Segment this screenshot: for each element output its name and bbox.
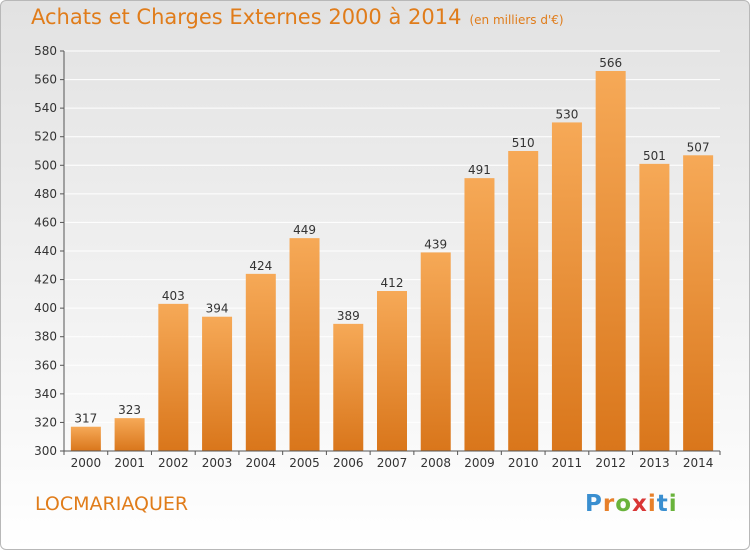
bar: [333, 323, 364, 451]
logo-letter: o: [615, 491, 633, 517]
bar: [114, 418, 145, 451]
y-tick-label: 420: [34, 273, 57, 287]
data-label: 501: [643, 149, 666, 163]
data-label: 507: [687, 140, 710, 154]
x-tick-label: 2004: [246, 456, 277, 470]
x-tick-label: 2013: [639, 456, 670, 470]
data-label: 394: [206, 302, 229, 316]
y-tick-label: 360: [34, 358, 57, 372]
bar: [70, 426, 101, 451]
bar: [508, 151, 539, 451]
y-tick-label: 540: [34, 101, 57, 115]
data-label: 439: [424, 237, 447, 251]
chart-subtitle: (en milliers d'€): [469, 13, 564, 27]
x-tick-label: 2011: [552, 456, 583, 470]
x-tick-label: 2012: [595, 456, 626, 470]
logo-letter: i: [647, 491, 657, 517]
y-axis-ticks: 300 320 340 360 380 400 420 440 460 480 500 520 540 5…: [34, 44, 64, 458]
bar: [289, 238, 320, 451]
logo-letter: r: [602, 491, 616, 517]
y-tick-label: 300: [34, 444, 57, 458]
y-tick-label: 440: [34, 244, 57, 258]
x-tick-label: 2008: [420, 456, 451, 470]
y-tick-label: 380: [34, 330, 57, 344]
bar: [420, 252, 451, 451]
y-tick-label: 320: [34, 415, 57, 429]
data-label: 530: [555, 107, 578, 121]
proxiti-logo[interactable]: Proxiti: [585, 491, 678, 517]
y-tick-label: 460: [34, 215, 57, 229]
x-tick-label: 2005: [289, 456, 320, 470]
x-tick-label: 2000: [71, 456, 102, 470]
bar: [595, 71, 626, 451]
city-name: LOCMARIAQUER: [35, 493, 189, 515]
data-label: 449: [293, 223, 316, 237]
data-label: 323: [118, 403, 141, 417]
logo-letter: P: [585, 491, 603, 517]
logo-letter: i: [668, 491, 678, 517]
data-label: 510: [512, 136, 535, 150]
x-tick-label: 2006: [333, 456, 364, 470]
y-tick-label: 400: [34, 301, 57, 315]
bar: [639, 163, 670, 451]
y-tick-label: 520: [34, 130, 57, 144]
chart-title-text: Achats et Charges Externes 2000 à 2014: [31, 5, 462, 29]
x-tick-label: 2002: [158, 456, 189, 470]
x-tick-label: 2001: [114, 456, 145, 470]
data-label: 389: [337, 309, 360, 323]
bar: [683, 155, 714, 452]
bar: [245, 273, 276, 451]
x-tick-label: 2003: [202, 456, 233, 470]
data-label: 491: [468, 163, 491, 177]
data-label: 412: [381, 276, 404, 290]
y-tick-label: 560: [34, 73, 57, 87]
bar: [464, 178, 495, 451]
y-tick-label: 340: [34, 387, 57, 401]
chart-title: Achats et Charges Externes 2000 à 2014 (e…: [31, 5, 564, 29]
logo-letter: t: [656, 491, 669, 517]
logo-letter: x: [632, 491, 648, 517]
x-tick-label: 2014: [683, 456, 714, 470]
data-label: 424: [249, 259, 272, 273]
y-tick-label: 480: [34, 187, 57, 201]
data-label: 403: [162, 289, 185, 303]
y-tick-label: 580: [34, 44, 57, 58]
x-tick-label: 2007: [377, 456, 408, 470]
data-label: 566: [599, 56, 622, 70]
bar: [158, 303, 189, 451]
bar: [377, 291, 407, 451]
x-axis-ticks: 2000 2001 2002 2003 2004 2005 2006 2007 2008 2009…: [63, 451, 721, 470]
bar: [202, 316, 233, 451]
bar: [551, 122, 582, 451]
data-label: 317: [74, 412, 97, 426]
data-labels: 317 323 403 394 424 449 389 412 439 491 510 530 566 5…: [74, 56, 709, 426]
y-tick-label: 500: [34, 158, 57, 172]
x-tick-label: 2009: [464, 456, 495, 470]
x-tick-label: 2010: [508, 456, 539, 470]
bars: [70, 71, 714, 452]
